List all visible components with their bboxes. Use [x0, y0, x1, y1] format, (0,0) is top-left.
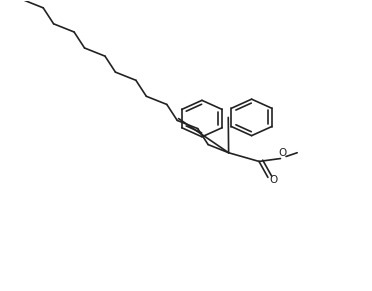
Text: O: O: [279, 148, 287, 158]
Text: O: O: [269, 175, 278, 185]
